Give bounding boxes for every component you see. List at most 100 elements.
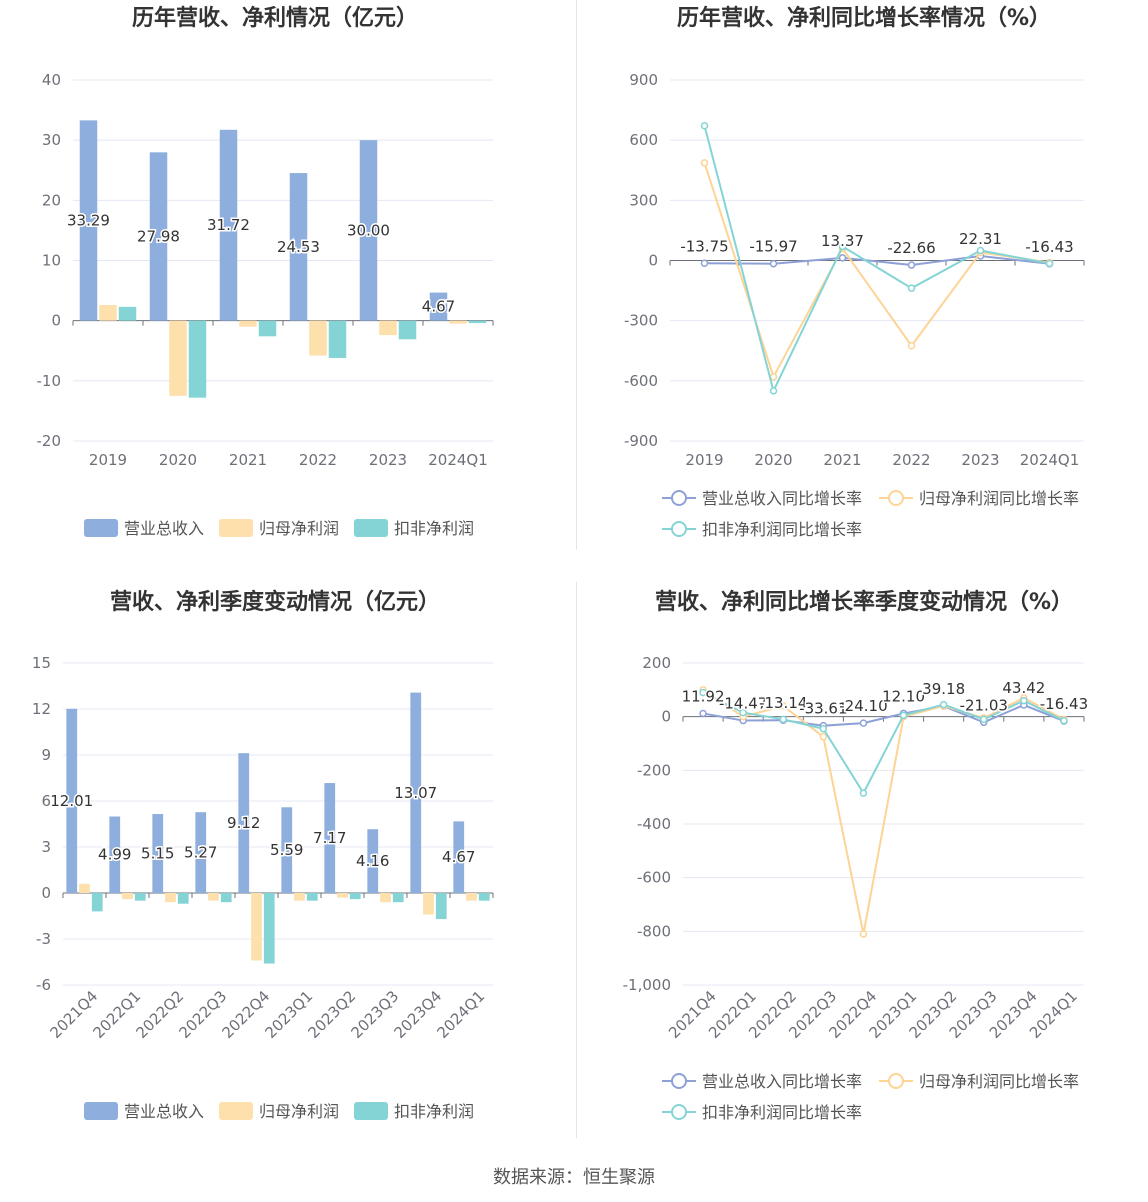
quarterly-growth-chart: 营收、净利同比增长率季度变动情况（%） 200 0 -200 -400 -600 -800 -… [623, 589, 1090, 1122]
data-point [838, 242, 847, 251]
y-tick-label: 3 [41, 838, 51, 856]
legend-label: 营业总收入同比增长率 [702, 489, 862, 508]
data-label: 4.67 [422, 298, 455, 316]
y-tick-label: 300 [629, 191, 658, 209]
bar-net-profit [337, 893, 348, 898]
bar-deducted-profit [134, 893, 146, 901]
bar-deducted-profit [398, 320, 417, 340]
bar-revenue [281, 807, 293, 893]
data-label: 5.59 [270, 841, 303, 859]
legend-label: 营业总收入同比增长率 [702, 1072, 862, 1091]
data-label: -13.75 [680, 237, 728, 255]
series-line [702, 703, 1065, 727]
bar-revenue [152, 814, 164, 893]
data-point [819, 724, 828, 733]
series-line [702, 689, 1065, 935]
legend-swatch [888, 490, 904, 506]
data-point [907, 261, 916, 269]
data-source-note: 数据来源：恒生聚源 [493, 1167, 655, 1188]
bar-net-profit [122, 893, 133, 900]
y-tick-label: 0 [661, 708, 671, 726]
y-tick-label: -1,000 [623, 976, 671, 994]
bar-revenue [195, 812, 207, 893]
bar-revenue [79, 120, 98, 321]
x-tick-label: 2022 [299, 451, 337, 469]
bar-revenue [367, 829, 379, 893]
chart-title: 历年营收、净利情况（亿元） [132, 5, 418, 31]
data-label: -22.66 [887, 239, 935, 257]
bar-net-profit [379, 320, 397, 336]
legend-swatch [354, 519, 388, 537]
annual-values-chart: 历年营收、净利情况（亿元） 40 30 20 10 0 -10 -20 2019 2020 2021… [37, 5, 494, 538]
bar-net-profit [309, 320, 327, 356]
bar-net-profit [99, 305, 117, 321]
y-tick-label: 6 [41, 792, 51, 810]
data-label: 13.07 [394, 784, 437, 802]
bar-deducted-profit [91, 893, 103, 912]
data-point [859, 789, 868, 797]
data-point [769, 387, 778, 395]
legend-swatch [671, 1104, 687, 1120]
bar-net-profit [239, 320, 257, 327]
data-point [1045, 259, 1054, 268]
annual-values-panel: 历年营收、净利情况（亿元） 40 30 20 10 0 -10 -20 2019 2020 2021… [0, 0, 574, 585]
bar-revenue [109, 816, 121, 893]
data-label: -15.97 [749, 238, 797, 256]
x-tick-label: 2022 [892, 451, 930, 469]
legend-swatch [84, 519, 118, 537]
bar-revenue [66, 708, 78, 893]
bar-deducted-profit [177, 893, 189, 904]
legend-swatch [354, 1102, 388, 1120]
legend-swatch [671, 521, 687, 537]
x-tick-label: 2021 [229, 451, 267, 469]
data-label: 39.18 [922, 680, 965, 698]
y-tick-label: 200 [642, 654, 671, 672]
data-point [838, 254, 847, 262]
series-line [703, 162, 1050, 380]
data-point [779, 702, 787, 710]
bar-revenue [453, 821, 465, 893]
data-label: 7.17 [313, 829, 346, 847]
data-label: -24.10 [839, 697, 887, 715]
data-point [1020, 696, 1028, 705]
data-label: 12.10 [882, 687, 925, 705]
bar-revenue [238, 753, 250, 893]
legend-label: 扣非净利润 [394, 519, 474, 538]
x-tick-label: 2020 [159, 451, 197, 469]
data-label: 5.27 [184, 844, 217, 862]
data-point [769, 259, 778, 268]
bar-deducted-profit [328, 320, 347, 358]
legend-swatch [219, 519, 253, 537]
data-label: 30.00 [347, 221, 390, 239]
legend-label: 归母净利润 [259, 519, 339, 538]
bar-revenue [410, 692, 422, 893]
bar-net-profit [380, 893, 391, 903]
quarterly-values-chart: 营收、净利季度变动情况（亿元）15129630-3-62021Q42022Q12… [32, 589, 494, 1121]
legend-label: 营业总收入 [124, 519, 204, 538]
x-tick-label: 2019 [685, 451, 723, 469]
annual-growth-panel: 历年营收、净利同比增长率情况（%） 900 600 300 0 -300 -600 -900 2… [574, 0, 1148, 585]
data-label: 5.15 [141, 845, 174, 863]
y-tick-label: 0 [648, 252, 658, 270]
data-point [859, 930, 868, 938]
x-tick-label: 2024Q1 [1020, 451, 1080, 469]
y-tick-label: 9 [41, 746, 51, 764]
x-tick-label: 2020 [754, 451, 792, 469]
y-tick-label: 10 [42, 252, 61, 270]
y-tick-label: 30 [42, 131, 61, 149]
bar-revenue [324, 783, 336, 893]
bar-revenue [149, 152, 168, 321]
bar-deducted-profit [435, 893, 447, 920]
legend-label: 归母净利润 [259, 1102, 339, 1121]
y-tick-label: -6 [36, 976, 51, 994]
y-tick-label: 0 [41, 884, 51, 902]
data-label: 43.42 [1002, 679, 1045, 697]
data-label: 31.72 [207, 216, 250, 234]
data-label: 33.29 [67, 212, 110, 230]
series-line [703, 125, 1050, 394]
bar-net-profit [294, 893, 305, 901]
data-label: 4.67 [442, 848, 475, 866]
bar-deducted-profit [478, 893, 490, 901]
y-tick-label: 0 [51, 312, 61, 330]
bar-net-profit [251, 893, 262, 961]
